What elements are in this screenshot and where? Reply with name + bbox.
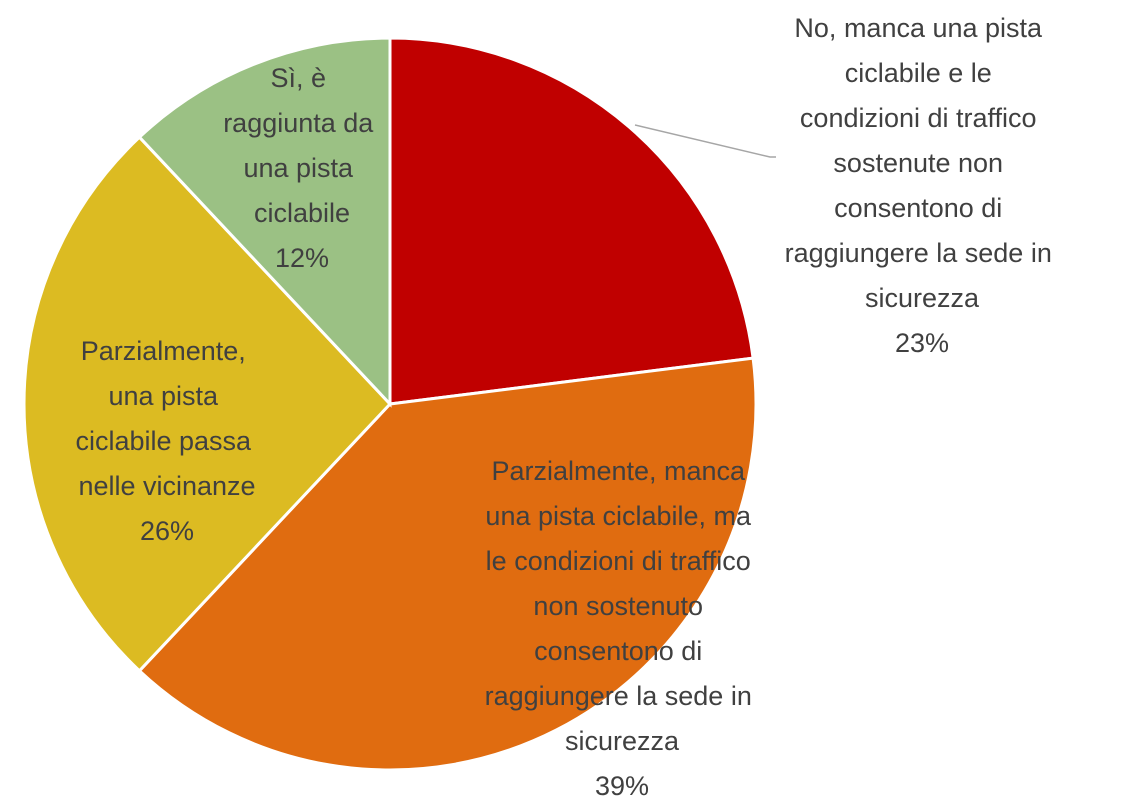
slice-label: Parzialmente, una pista ciclabile passa …: [75, 336, 258, 501]
pie-slice: [137, 356, 758, 772]
slice-label: No, manca una pista ciclabile e le condi…: [785, 13, 1060, 313]
pie-slice: [22, 135, 393, 673]
slice-percent: 23%: [895, 328, 949, 358]
pie-slice: [388, 36, 755, 406]
slice-percent: 39%: [595, 771, 649, 801]
slice-label: Sì, è raggiunta da una pista ciclabile: [223, 63, 381, 228]
slice-label: Parzialmente, manca una pista ciclabile,…: [485, 456, 760, 756]
leader-line: [634, 124, 776, 158]
slices: [22, 36, 758, 772]
pie-slice: [137, 36, 392, 408]
slice-percent: 12%: [275, 243, 329, 273]
slice-percent: 26%: [140, 516, 194, 546]
